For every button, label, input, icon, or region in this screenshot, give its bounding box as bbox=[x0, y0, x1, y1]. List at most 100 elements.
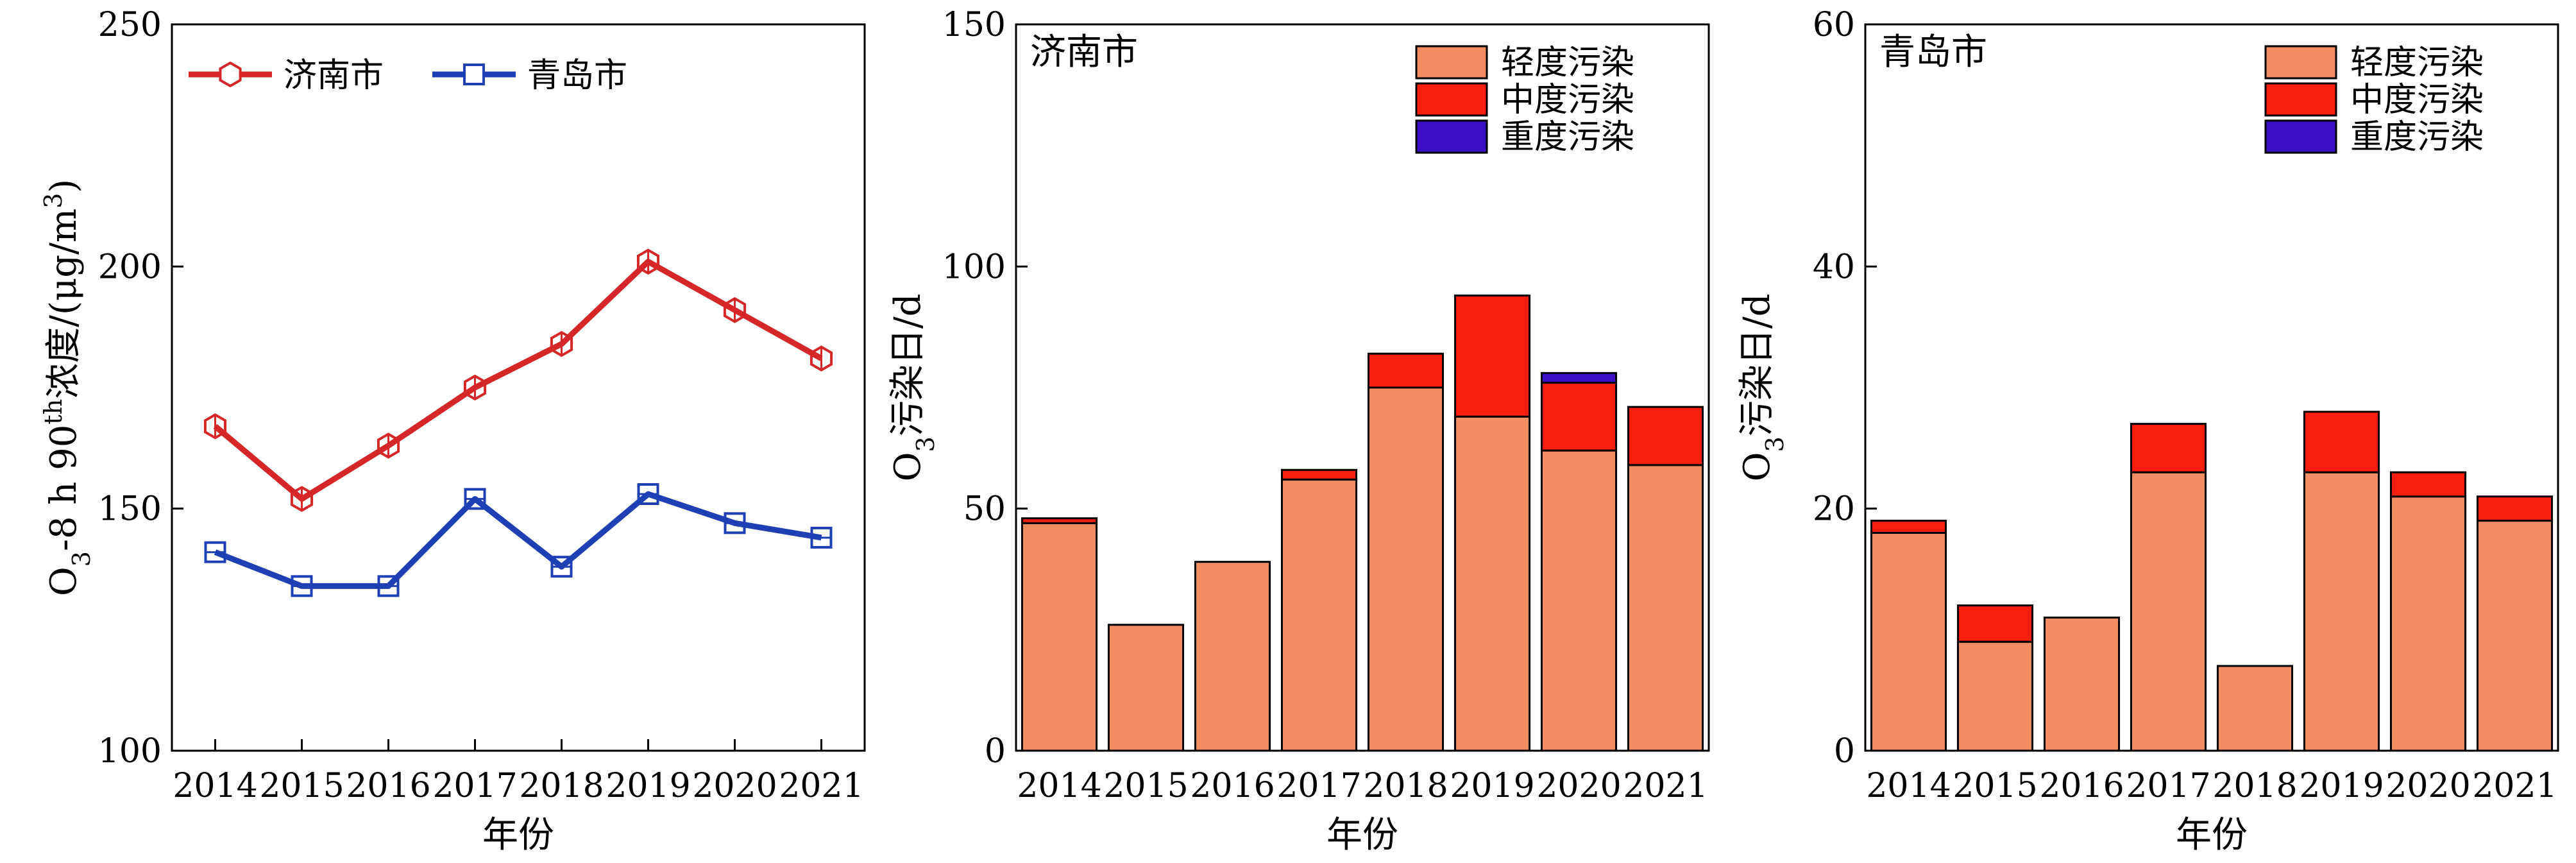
bar-segment bbox=[1627, 464, 1704, 752]
legend-swatch bbox=[2264, 82, 2337, 117]
bar-segment bbox=[1280, 468, 1358, 481]
bar-segment bbox=[2389, 471, 2467, 498]
bar-segment bbox=[1194, 561, 1271, 752]
x-tick-label: 2017 bbox=[432, 767, 517, 805]
bar-segment bbox=[1453, 415, 1531, 752]
bar-segment bbox=[1367, 352, 1445, 389]
legend-label: 青岛市 bbox=[527, 56, 627, 95]
chart-panel-3: 0 20 40 60 2014 2015 2016 2017 2018 2019 2020 2021 年… bbox=[1736, 6, 2559, 856]
y-axis-label-subscript: 3 bbox=[911, 436, 940, 452]
bar-segment bbox=[1540, 381, 1618, 452]
x-tick-label: 2016 bbox=[1190, 767, 1275, 805]
y-axis-label-part: 污染日/d bbox=[887, 294, 929, 437]
bar-segment bbox=[2130, 423, 2207, 474]
x-axis-label: 年份 bbox=[1326, 814, 1398, 856]
series-line-1 bbox=[213, 259, 823, 502]
y-axis-label-superscript: 3 bbox=[39, 193, 67, 209]
legend-swatch bbox=[1415, 45, 1488, 80]
legend-label: 济南市 bbox=[284, 56, 384, 95]
plot-frame bbox=[1864, 23, 2559, 752]
x-tick-label: 2016 bbox=[346, 767, 430, 805]
bar-segment bbox=[1453, 295, 1531, 418]
panel-title: 济南市 bbox=[1030, 31, 1138, 73]
bar-segment bbox=[1367, 386, 1445, 752]
x-tick-label: 2015 bbox=[1103, 767, 1188, 805]
legend-marker bbox=[219, 61, 242, 88]
y-tick-label: 0 bbox=[985, 732, 1006, 771]
bar-segment bbox=[1627, 406, 1704, 466]
legend-swatch bbox=[1415, 119, 1488, 154]
y-tick-label: 20 bbox=[1813, 490, 1855, 529]
x-tick-label: 2021 bbox=[779, 767, 863, 805]
chart-panel-1: 100 150 200 250 2014 2015 2016 2017 2018 2019 2020… bbox=[39, 6, 866, 856]
panel-title: 青岛市 bbox=[1879, 31, 1987, 73]
y-tick-label: 250 bbox=[98, 6, 162, 44]
x-tick-label: 2015 bbox=[259, 767, 344, 805]
legend-swatch bbox=[1415, 82, 1488, 117]
bar-segment bbox=[1956, 640, 2034, 752]
bar-segment bbox=[2303, 471, 2380, 752]
x-tick-label: 2015 bbox=[1953, 767, 2037, 805]
y-tick-label: 60 bbox=[1813, 6, 1855, 44]
bar-segment bbox=[1870, 520, 1947, 534]
x-tick-label: 2014 bbox=[1866, 767, 1951, 805]
legend-label: 重度污染 bbox=[1501, 118, 1634, 157]
y-axis-label-part: 浓度/(μg/m bbox=[43, 209, 85, 399]
x-tick-label: 2017 bbox=[1276, 767, 1361, 805]
bar-segment bbox=[1870, 531, 1947, 752]
legend-label: 轻度污染 bbox=[1501, 44, 1634, 82]
bar-segment bbox=[2043, 616, 2121, 752]
y-axis-label-part: O bbox=[887, 452, 929, 481]
x-tick-label: 2016 bbox=[2039, 767, 2124, 805]
bar-segment bbox=[2303, 411, 2380, 474]
x-tick-label: 2020 bbox=[692, 767, 777, 805]
y-tick-label: 100 bbox=[942, 248, 1006, 286]
y-axis-label-superscript: th bbox=[39, 399, 67, 425]
legend-label: 中度污染 bbox=[1501, 81, 1634, 119]
chart-panel-2: 0 50 100 150 2014 2015 2016 2017 2018 2019 2020 202… bbox=[887, 6, 1710, 856]
y-tick-label: 0 bbox=[1834, 732, 1855, 771]
y-tick-label: 50 bbox=[963, 490, 1006, 529]
y-axis-label-part: O bbox=[1736, 452, 1778, 481]
y-tick-label: 40 bbox=[1813, 248, 1855, 286]
y-axis-label: O3-8 h 90th浓度/(μg/m3) bbox=[39, 179, 96, 596]
y-axis-label-subscript: 3 bbox=[67, 551, 96, 567]
x-tick-label: 2019 bbox=[1450, 767, 1534, 805]
y-tick-label: 100 bbox=[98, 732, 162, 771]
legend-label: 轻度污染 bbox=[2350, 44, 2484, 82]
legend-marker bbox=[463, 64, 485, 85]
x-axis-label: 年份 bbox=[482, 814, 554, 856]
x-tick-label: 2018 bbox=[1363, 767, 1448, 805]
x-tick-label: 2020 bbox=[1536, 767, 1621, 805]
y-tick-label: 150 bbox=[98, 490, 162, 529]
y-tick-label: 200 bbox=[98, 248, 162, 286]
legend-label: 中度污染 bbox=[2350, 81, 2484, 119]
x-tick-label: 2021 bbox=[2472, 767, 2557, 805]
bar-segment bbox=[2216, 665, 2294, 752]
legend-label: 重度污染 bbox=[2350, 118, 2484, 157]
plot-frame bbox=[171, 23, 866, 752]
y-axis-label: O3污染日/d bbox=[1736, 294, 1789, 482]
x-tick-label: 2019 bbox=[606, 767, 690, 805]
bar-segment bbox=[1956, 604, 2034, 643]
legend-swatch bbox=[2264, 119, 2337, 154]
legend-swatch bbox=[2264, 45, 2337, 80]
bar-segment bbox=[2389, 495, 2467, 752]
plot-frame bbox=[1015, 23, 1710, 752]
bar-segment bbox=[2476, 520, 2554, 752]
x-tick-label: 2014 bbox=[173, 767, 257, 805]
x-tick-label: 2018 bbox=[519, 767, 604, 805]
bar-segment bbox=[1107, 624, 1185, 752]
y-axis-label-part: -8 h 90 bbox=[43, 425, 85, 551]
x-tick-label: 2019 bbox=[2299, 767, 2384, 805]
series-line-2 bbox=[214, 491, 822, 589]
bar-segment bbox=[1540, 372, 1618, 384]
bar-segment bbox=[2130, 471, 2207, 752]
x-tick-label: 2014 bbox=[1017, 767, 1101, 805]
x-tick-label: 2018 bbox=[2212, 767, 2297, 805]
y-axis-label: O3污染日/d bbox=[887, 294, 940, 482]
y-axis-label-part: ) bbox=[43, 179, 85, 193]
bar-segment bbox=[2476, 495, 2554, 522]
y-tick-label: 150 bbox=[942, 6, 1006, 44]
